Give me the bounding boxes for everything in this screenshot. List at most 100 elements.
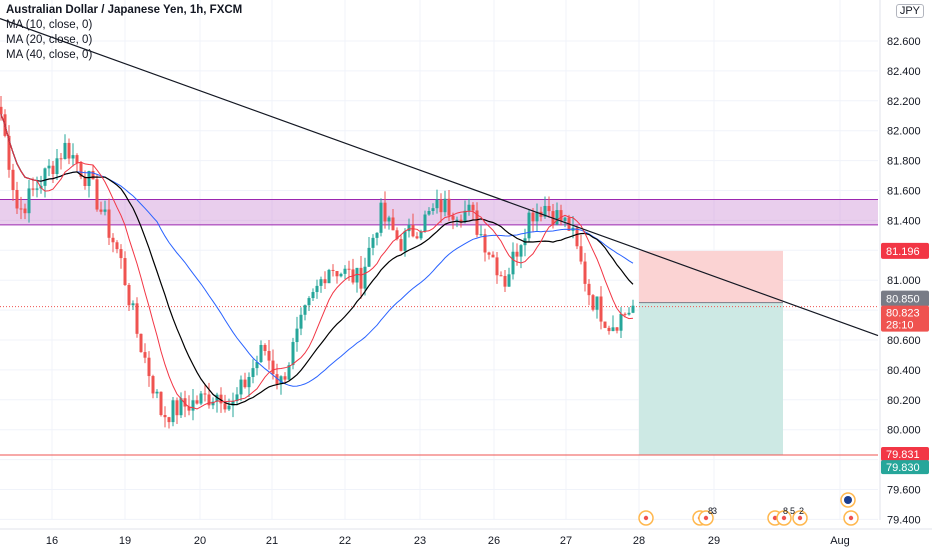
event-dot-icon xyxy=(772,515,778,521)
candle-body xyxy=(159,391,163,416)
candle-body xyxy=(47,165,51,169)
event-count-text: 5 xyxy=(790,506,795,516)
current-price-text: 80.850 xyxy=(886,294,920,306)
date-tick: 23 xyxy=(414,535,426,547)
stop-price-label: 81.196 xyxy=(881,242,929,259)
candle-body xyxy=(599,296,603,322)
candle-body xyxy=(315,285,319,293)
candle-body xyxy=(63,142,67,159)
bar-countdown-text: 28:10 xyxy=(886,320,914,332)
candles xyxy=(0,96,635,429)
price-tick: 82.600 xyxy=(887,36,921,48)
target-price-text: 79.830 xyxy=(886,462,920,474)
take-profit-zone[interactable] xyxy=(639,302,783,456)
candle-body xyxy=(143,352,147,358)
event-count-text: 2 xyxy=(799,506,804,516)
date-tick: 27 xyxy=(560,535,572,547)
candle-body xyxy=(619,313,623,331)
candle-body xyxy=(87,170,91,187)
candle-body xyxy=(259,344,263,363)
candle-body xyxy=(519,245,523,257)
target-price-label: 79.830 xyxy=(881,460,929,475)
candle-body xyxy=(483,234,487,253)
trendline[interactable] xyxy=(0,18,879,337)
candle-body xyxy=(383,202,387,222)
candle-body xyxy=(319,279,323,286)
price-axis[interactable]: 82.600 82.400 82.200 82.000 81.800 81.600 81.4… xyxy=(887,36,921,526)
candle-body xyxy=(515,251,519,257)
candle-body xyxy=(283,376,287,380)
candle-body xyxy=(587,283,591,296)
candle-body xyxy=(11,169,15,190)
candle-body xyxy=(591,295,595,310)
event-count-text: 8 xyxy=(708,506,713,516)
candle-body xyxy=(303,305,307,315)
candle-body xyxy=(411,224,415,237)
indicator-ma-40[interactable]: MA (40, close, 0) xyxy=(6,49,93,61)
date-axis[interactable]: 16 19 20 21 22 23 26 27 28 29 Aug xyxy=(46,535,850,547)
price-tick: 82.200 xyxy=(887,96,921,108)
candle-body xyxy=(51,165,55,174)
candle-body xyxy=(83,176,87,187)
price-tick: 80.400 xyxy=(887,365,921,377)
candle-body xyxy=(543,205,547,217)
candle-body xyxy=(331,269,335,271)
candle-body xyxy=(359,267,363,289)
candle-body xyxy=(503,275,507,287)
candle-body xyxy=(451,215,455,220)
candle-body xyxy=(119,249,123,259)
price-tick: 81.400 xyxy=(887,215,921,227)
candle-body xyxy=(323,279,327,284)
stop-loss-zone[interactable] xyxy=(639,250,783,303)
candle-body xyxy=(339,273,343,277)
current-price-label: 80.850 xyxy=(881,290,929,307)
candle-body xyxy=(471,204,475,211)
currency-button[interactable]: JPY xyxy=(895,4,924,18)
candle-body xyxy=(399,239,403,251)
candle-body xyxy=(527,212,531,239)
candle-body xyxy=(139,333,143,353)
candle-body xyxy=(531,212,535,222)
candle-body xyxy=(243,379,247,388)
candle-body xyxy=(291,342,295,366)
candle-body xyxy=(123,258,127,286)
date-tick: 20 xyxy=(194,535,206,547)
candle-body xyxy=(387,217,391,222)
candle-body xyxy=(23,208,27,214)
candle-body xyxy=(207,394,211,406)
event-count-text: 8 xyxy=(783,506,788,516)
candle-body xyxy=(447,198,451,216)
candle-body xyxy=(391,217,395,231)
candle-body xyxy=(511,251,515,275)
indicator-ma-20[interactable]: MA (20, close, 0) xyxy=(6,34,93,46)
candle-body xyxy=(431,208,435,211)
candle-body xyxy=(603,321,607,328)
candle-body xyxy=(475,210,479,235)
candle-body xyxy=(579,246,583,262)
symbol-title[interactable]: Australian Dollar / Japanese Yen, 1h, FX… xyxy=(6,4,243,16)
indicator-ma-10[interactable]: MA (10, close, 0) xyxy=(6,19,93,31)
candle-body xyxy=(187,406,191,411)
candle-body xyxy=(67,142,71,159)
candle-body xyxy=(435,199,439,209)
candle-body xyxy=(255,362,259,369)
candle-body xyxy=(267,350,271,361)
candle-body xyxy=(171,400,175,423)
candle-body xyxy=(427,210,431,215)
candle-body xyxy=(183,398,187,407)
price-tick: 80.000 xyxy=(887,425,921,437)
candle-body xyxy=(271,360,275,375)
candle-body xyxy=(439,199,443,213)
stop-price-text: 81.196 xyxy=(886,246,920,258)
candle-body xyxy=(275,374,279,385)
candle-body xyxy=(31,188,35,190)
candle-body xyxy=(75,155,79,164)
candle-body xyxy=(311,292,315,299)
date-tick: 28 xyxy=(633,535,645,547)
candle-body xyxy=(555,210,559,225)
candle-body xyxy=(363,266,367,289)
candle-body xyxy=(371,237,375,248)
support-price-text: 79.831 xyxy=(886,449,920,461)
candle-body xyxy=(631,305,635,313)
